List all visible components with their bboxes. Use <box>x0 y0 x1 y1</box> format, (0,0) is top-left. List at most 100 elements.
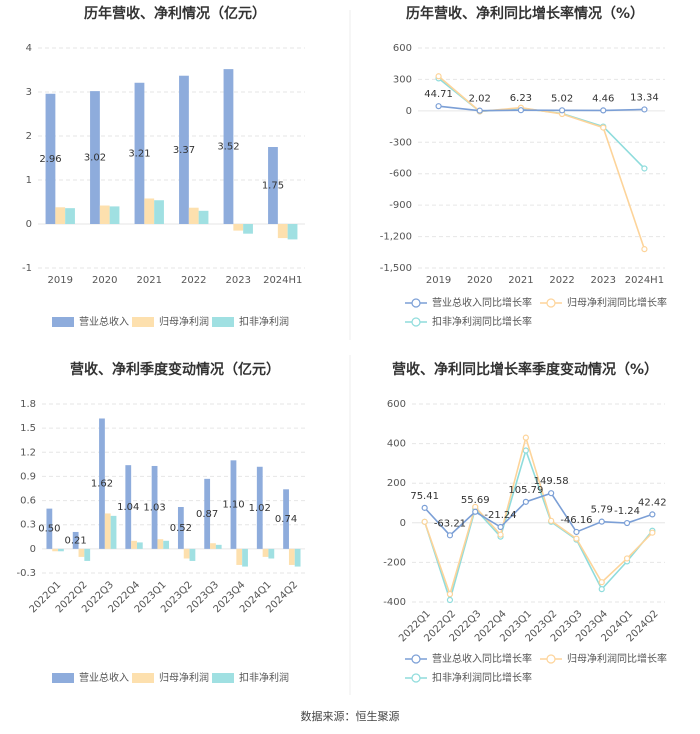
bar <box>236 548 243 565</box>
x-tick-label: 2023 <box>591 275 616 286</box>
data-label: 4.46 <box>592 93 614 104</box>
legend-label: 扣非净利润 <box>239 671 289 684</box>
point <box>517 107 525 114</box>
y-tick-label: 3 <box>26 87 32 98</box>
bar <box>277 224 288 239</box>
bar <box>78 548 85 557</box>
y-tick-label: 400 <box>387 439 406 450</box>
legend-label: 营业总收入同比增长率 <box>432 296 532 309</box>
source-note: 数据来源：恒生聚源 <box>301 709 400 723</box>
legend-swatch <box>411 654 421 664</box>
chart-title: 营收、净利季度变动情况（亿元） <box>70 361 280 378</box>
point <box>649 511 656 518</box>
y-tick-label: -1,200 <box>380 232 412 243</box>
legend-swatch <box>132 673 154 683</box>
bar <box>58 548 64 552</box>
bar <box>215 544 222 549</box>
bar <box>136 542 143 549</box>
point <box>600 107 607 114</box>
bar <box>151 465 158 549</box>
legend-swatch <box>52 317 74 327</box>
legend-label: 扣非净利润同比增长率 <box>432 671 532 684</box>
data-label: 1.62 <box>91 479 113 490</box>
point <box>446 590 454 598</box>
bar <box>288 548 295 565</box>
point <box>548 517 555 524</box>
y-tick-label: 0 <box>26 219 32 230</box>
y-tick-label: 1 <box>26 175 32 186</box>
point <box>649 529 656 536</box>
y-tick-label: -400 <box>383 597 406 608</box>
bar <box>268 548 275 559</box>
y-tick-label: 0.3 <box>20 520 36 531</box>
point <box>497 531 504 538</box>
bar <box>198 210 209 224</box>
x-tick-label: 2021 <box>508 275 533 286</box>
data-label: 0.50 <box>38 524 60 535</box>
point <box>522 447 529 454</box>
bar <box>144 198 155 224</box>
data-label: 3.02 <box>84 153 106 164</box>
data-label: -1.24 <box>614 506 640 517</box>
point <box>421 518 428 525</box>
y-tick-label: 600 <box>393 43 412 54</box>
bar <box>189 548 196 561</box>
line <box>424 492 653 537</box>
bar <box>154 200 164 224</box>
bar <box>242 548 248 567</box>
point <box>598 518 605 525</box>
bar <box>223 69 234 225</box>
bar <box>109 206 120 224</box>
data-label: 3.21 <box>128 148 150 159</box>
bar <box>256 466 263 549</box>
data-label: 0.74 <box>275 514 297 525</box>
point <box>476 107 483 114</box>
bar <box>294 548 301 567</box>
bar <box>46 508 53 549</box>
bar <box>177 507 184 549</box>
data-label: 5.79 <box>591 505 613 516</box>
data-label: 0.52 <box>170 523 192 534</box>
y-tick-label: 0 <box>30 544 36 555</box>
data-label: 0.87 <box>196 509 218 520</box>
y-tick-label: 0 <box>400 518 406 529</box>
legend-label: 营业总收入 <box>79 315 129 328</box>
y-tick-label: 300 <box>393 74 412 85</box>
bar <box>104 513 111 549</box>
x-tick-label: 2021 <box>137 275 162 286</box>
data-label: 2.96 <box>39 154 61 165</box>
bar <box>243 224 253 234</box>
y-tick-label: -0.3 <box>16 568 36 579</box>
legend-label: 扣非净利润同比增长率 <box>432 315 532 328</box>
legend-swatch <box>52 673 74 683</box>
legend-label: 归母净利润 <box>159 315 209 328</box>
point <box>598 586 605 593</box>
data-label: 1.04 <box>117 502 139 513</box>
x-tick-label: 2020 <box>92 275 117 286</box>
point <box>497 523 504 531</box>
legend-label: 归母净利润 <box>159 671 209 684</box>
point <box>641 246 648 253</box>
bar <box>268 147 278 224</box>
point <box>623 519 631 527</box>
y-tick-label: 2 <box>26 131 32 142</box>
point <box>522 434 529 441</box>
legend-swatch <box>411 673 421 683</box>
bar <box>157 539 164 549</box>
data-label: 1.75 <box>262 181 284 192</box>
bar <box>52 548 59 552</box>
bar <box>210 543 216 549</box>
y-tick-label: -1 <box>22 263 32 274</box>
point <box>641 106 648 113</box>
point <box>573 528 580 536</box>
data-label: 149.58 <box>534 476 569 487</box>
y-tick-label: 1.5 <box>20 423 36 434</box>
bar <box>45 93 56 224</box>
x-tick-label: 2020 <box>467 275 492 286</box>
data-label: 6.23 <box>510 93 532 104</box>
bar <box>55 207 66 224</box>
bar <box>283 489 289 549</box>
chart-title: 历年营收、净利同比增长率情况（%） <box>406 5 644 22</box>
bar <box>125 465 132 549</box>
